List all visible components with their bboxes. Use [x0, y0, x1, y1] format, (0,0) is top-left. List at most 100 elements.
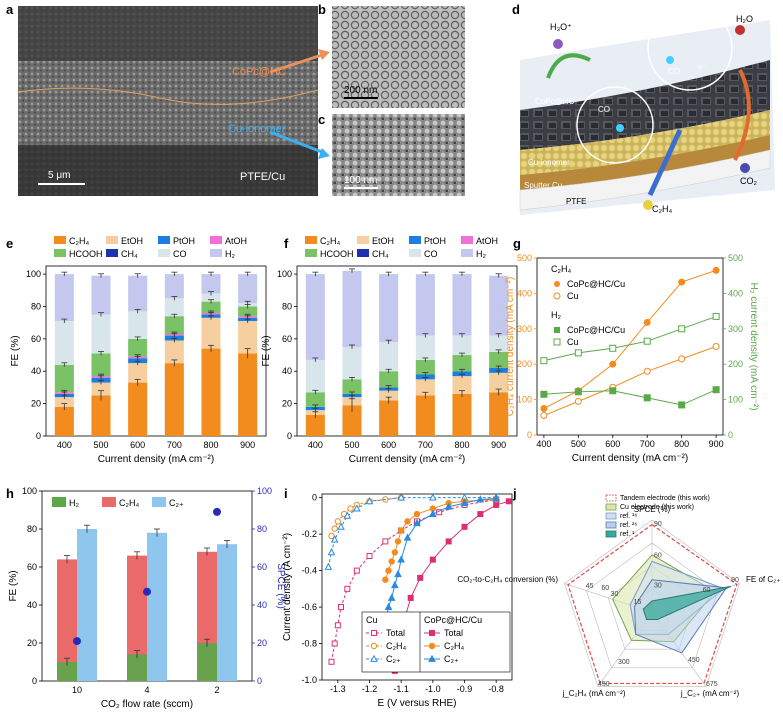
- sem-image-c: [332, 114, 465, 196]
- bar-segment-C2H4: [305, 414, 325, 436]
- data-point: [444, 502, 453, 510]
- label-h3o: H₃O⁺: [550, 22, 572, 32]
- bar-segment-PtOH: [415, 374, 435, 380]
- data-point: [397, 527, 405, 534]
- legend-label: HCOOH: [69, 249, 103, 259]
- y-tick-label: 40: [27, 600, 37, 610]
- panel-f: f C₂H₄ EtOH PtOH AtOH HCOOH CH₄ CO H₂ 0 20 40 60 80 1…: [261, 236, 518, 465]
- plot-frame: [321, 493, 513, 681]
- radar-series: [642, 585, 731, 620]
- x-tick-label: -1.2: [362, 684, 378, 694]
- bar-segment-CO: [489, 335, 509, 352]
- data-point: [574, 397, 582, 405]
- data-point: [492, 494, 501, 502]
- legend-swatch: [158, 249, 170, 257]
- legend-swatch: [106, 249, 118, 257]
- label-co-a: CO: [668, 67, 680, 76]
- x-tick-label: 400: [536, 439, 551, 449]
- bar-segment-EtOH: [128, 363, 148, 383]
- bar-segment-C2H4: [91, 395, 111, 436]
- legend-swatch: [158, 236, 170, 244]
- bar-segment-HCOOH: [91, 353, 111, 377]
- molecule-co2: [740, 163, 750, 173]
- scale-label-b: 200 nm: [344, 85, 377, 96]
- radar-tick-label: 450: [688, 657, 700, 664]
- y-tick-label-right: 100: [257, 486, 272, 496]
- legend-swatch: [605, 503, 617, 511]
- bar-segment-HCOOH: [452, 355, 472, 372]
- bar-segment-EtOH: [452, 376, 472, 394]
- data-point: [388, 558, 395, 565]
- y-tick-label: 80: [31, 301, 41, 311]
- legend-title-c2h4: C₂H₄: [551, 264, 571, 274]
- bar-segment-EtOH: [415, 379, 435, 396]
- y-tick-label: -0.6: [301, 602, 317, 612]
- bar-segment-PtOH: [164, 335, 184, 341]
- radar-tick-label: 60: [703, 587, 711, 594]
- plot-frame: [45, 265, 267, 437]
- bar-segment-CO: [305, 359, 325, 393]
- data-point: [382, 576, 389, 583]
- data-point: [428, 493, 437, 501]
- x-tick-label: 700: [167, 440, 182, 450]
- label-sputter-d: Sputter Cu: [524, 181, 562, 190]
- bar-segment-C2H4: [128, 382, 148, 436]
- y-axis-label: C₂H₄ current density (mA cm⁻²): [505, 277, 516, 416]
- panel-e: e C₂H₄ EtOH PtOH AtOH HCOOH CH₄ CO H₂ 0 20 40 60 80 1…: [6, 236, 267, 465]
- y-axis-label: FE (%): [8, 570, 19, 601]
- y-tick-label-right: 80: [257, 524, 267, 534]
- bar-segment-EtOH: [489, 372, 509, 393]
- bar-segment-H2: [379, 274, 399, 343]
- x-tick-label: -0.9: [457, 684, 473, 694]
- data-point: [540, 390, 548, 398]
- x-tick-label: 800: [454, 440, 469, 450]
- data-point: [429, 556, 436, 563]
- panel-letter-i: i: [284, 486, 288, 501]
- sem-bottom-layer: [18, 145, 318, 196]
- bar-segment-PtOH: [128, 358, 148, 364]
- x-tick-label: 600: [130, 440, 145, 450]
- radar-tick-label: 675: [706, 681, 718, 688]
- legend-swatch: [461, 236, 473, 244]
- data-point: [353, 567, 360, 574]
- bar-segment-EtOH: [54, 397, 74, 407]
- y-tick-label: 0: [36, 431, 41, 441]
- spce-point: [143, 587, 151, 596]
- series-line: [543, 346, 717, 416]
- bar-segment-C2H4: [489, 392, 509, 436]
- panel-letter-g: g: [513, 236, 521, 251]
- bar-c2h4: [127, 555, 147, 681]
- radar-axis-label: CO₂-to-C₂H₄ conversion (%): [457, 575, 558, 584]
- legend-marker: [428, 654, 436, 662]
- bar-segment-HCOOH: [238, 306, 258, 317]
- bar-segment-H2: [128, 275, 148, 312]
- x-tick-label: 600: [381, 440, 396, 450]
- label-ptfe-cu: PTFE/Cu: [240, 171, 285, 183]
- layer-boundary-line: [17, 87, 319, 105]
- data-point: [428, 509, 437, 517]
- y-tick-label: 0: [287, 431, 292, 441]
- data-point: [678, 278, 686, 286]
- radar-tick-label: 15: [634, 599, 642, 606]
- data-point: [609, 344, 617, 352]
- radar-tick-label: 90: [654, 521, 662, 528]
- x-tick-label: 900: [709, 439, 724, 449]
- radar-tick-label: 90: [731, 577, 739, 584]
- x-tick-label: -0.8: [488, 684, 504, 694]
- legend-marker: [428, 642, 436, 650]
- data-point: [678, 355, 686, 363]
- bar-segment-C2H4: [452, 393, 472, 436]
- radar-series: [567, 523, 738, 685]
- legend-label: Cu electrode (this work): [620, 504, 694, 511]
- x-tick-label: -1.0: [425, 684, 441, 694]
- molecule-h2o: [735, 25, 745, 35]
- y-tick-label: 100: [517, 395, 532, 405]
- legend-label: CO: [173, 249, 187, 259]
- legend-swatch: [106, 236, 118, 244]
- bar-segment-HCOOH: [489, 351, 509, 368]
- plot-frame: [296, 265, 518, 437]
- data-point: [712, 343, 720, 350]
- radar-axis-label: FE of C₂₊ (%): [746, 575, 783, 584]
- x-tick-label: 700: [640, 439, 655, 449]
- y-tick-label: 60: [282, 334, 292, 344]
